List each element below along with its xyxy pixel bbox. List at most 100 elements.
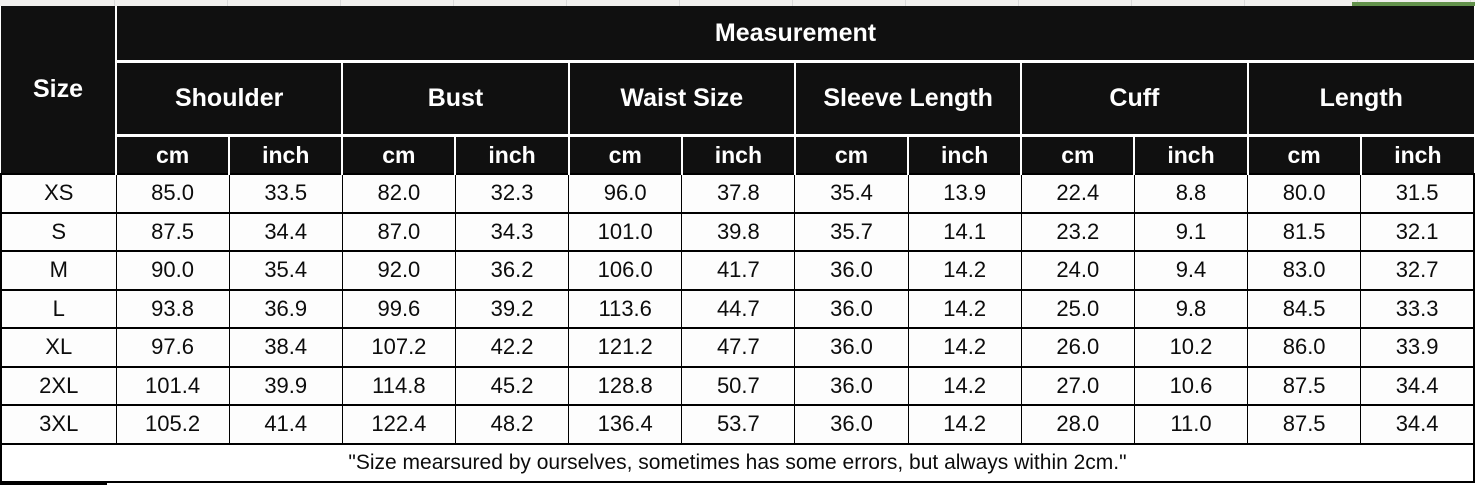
unit-header-bust-cm: cm xyxy=(341,134,456,174)
value-cell: 9.8 xyxy=(1133,288,1249,329)
value-cell: 14.2 xyxy=(907,365,1022,406)
table-row-xl: XL 97.6 38.4 107.2 42.2 121.2 47.7 36.0 … xyxy=(0,327,1475,368)
unit-header-length-cm: cm xyxy=(1246,134,1361,174)
value-cell: 101.0 xyxy=(568,211,683,252)
value-cell: 99.6 xyxy=(341,288,456,329)
value-cell: 41.7 xyxy=(681,250,796,291)
value-cell: 92.0 xyxy=(341,250,456,291)
value-cell: 34.4 xyxy=(1360,404,1475,445)
value-cell: 36.0 xyxy=(794,327,909,368)
value-cell: 38.4 xyxy=(228,327,343,368)
value-cell: 114.8 xyxy=(341,365,456,406)
size-cell: S xyxy=(0,211,117,252)
unit-header-waist-inch: inch xyxy=(680,134,795,174)
value-cell: 87.5 xyxy=(115,211,230,252)
value-cell: 32.3 xyxy=(454,173,570,214)
value-cell: 93.8 xyxy=(115,288,230,329)
unit-header-cuff-cm: cm xyxy=(1020,134,1135,174)
value-cell: 42.2 xyxy=(454,327,570,368)
size-cell: XL xyxy=(0,327,117,368)
value-cell: 85.0 xyxy=(115,173,230,214)
header-row-groups: Shoulder Bust Waist Size Sleeve Length C… xyxy=(1,60,1474,136)
value-cell: 14.2 xyxy=(907,404,1022,445)
value-cell: 33.9 xyxy=(1360,327,1475,368)
value-cell: 53.7 xyxy=(681,404,796,445)
value-cell: 36.0 xyxy=(794,365,909,406)
group-header-bust: Bust xyxy=(341,60,569,136)
value-cell: 87.0 xyxy=(341,211,456,252)
value-cell: 39.2 xyxy=(454,288,570,329)
value-cell: 14.2 xyxy=(907,327,1022,368)
value-cell: 83.0 xyxy=(1247,250,1362,291)
selection-accent-bar xyxy=(1352,2,1475,6)
group-header-cuff: Cuff xyxy=(1020,60,1248,136)
value-cell: 105.2 xyxy=(115,404,230,445)
unit-header-cuff-inch: inch xyxy=(1133,134,1248,174)
value-cell: 22.4 xyxy=(1020,173,1135,214)
spreadsheet-top-row xyxy=(0,0,1475,6)
value-cell: 101.4 xyxy=(115,365,230,406)
value-cell: 84.5 xyxy=(1247,288,1362,329)
size-disclaimer-note: "Size mearsured by ourselves, sometimes … xyxy=(0,442,1475,483)
value-cell: 28.0 xyxy=(1020,404,1135,445)
value-cell: 90.0 xyxy=(115,250,230,291)
value-cell: 37.8 xyxy=(681,173,796,214)
group-header-length: Length xyxy=(1246,60,1474,136)
value-cell: 35.4 xyxy=(228,250,343,291)
group-header-shoulder: Shoulder xyxy=(114,60,343,136)
value-cell: 113.6 xyxy=(568,288,683,329)
value-cell: 80.0 xyxy=(1247,173,1362,214)
value-cell: 35.7 xyxy=(794,211,909,252)
value-cell: 27.0 xyxy=(1020,365,1135,406)
value-cell: 35.4 xyxy=(794,173,909,214)
value-cell: 14.2 xyxy=(907,250,1022,291)
value-cell: 24.0 xyxy=(1020,250,1135,291)
table-row-xs: XS 85.0 33.5 82.0 32.3 96.0 37.8 35.4 13… xyxy=(0,173,1475,214)
value-cell: 10.6 xyxy=(1133,365,1249,406)
value-cell: 82.0 xyxy=(341,173,456,214)
value-cell: 36.0 xyxy=(794,250,909,291)
size-column-header: Size xyxy=(1,6,116,174)
value-cell: 107.2 xyxy=(341,327,456,368)
value-cell: 128.8 xyxy=(568,365,683,406)
value-cell: 39.9 xyxy=(228,365,343,406)
header-row-measurement: Size Measurement xyxy=(1,6,1474,174)
value-cell: 96.0 xyxy=(568,173,683,214)
unit-header-sleeve-inch: inch xyxy=(907,134,1022,174)
value-cell: 121.2 xyxy=(568,327,683,368)
group-header-waist-size: Waist Size xyxy=(567,60,795,136)
value-cell: 34.3 xyxy=(454,211,570,252)
value-cell: 39.8 xyxy=(681,211,796,252)
unit-header-shoulder-cm: cm xyxy=(114,134,230,174)
value-cell: 36.2 xyxy=(454,250,570,291)
value-cell: 44.7 xyxy=(681,288,796,329)
footer-row: "Size mearsured by ourselves, sometimes … xyxy=(0,442,1475,483)
header-row-units: cm inch cm inch cm inch cm inch cm inch … xyxy=(1,134,1474,174)
unit-header-bust-inch: inch xyxy=(454,134,569,174)
value-cell: 11.0 xyxy=(1133,404,1249,445)
unit-header-sleeve-cm: cm xyxy=(793,134,909,174)
value-cell: 9.4 xyxy=(1133,250,1249,291)
value-cell: 33.3 xyxy=(1360,288,1475,329)
value-cell: 25.0 xyxy=(1020,288,1135,329)
measurement-header: Measurement xyxy=(115,6,1474,62)
value-cell: 14.2 xyxy=(907,288,1022,329)
table-row-3xl: 3XL 105.2 41.4 122.4 48.2 136.4 53.7 36.… xyxy=(0,404,1475,445)
unit-header-shoulder-inch: inch xyxy=(228,134,343,174)
value-cell: 86.0 xyxy=(1247,327,1362,368)
value-cell: 87.5 xyxy=(1247,365,1362,406)
value-cell: 50.7 xyxy=(681,365,796,406)
size-measurement-table: Size Measurement Shoulder Bust Waist Siz… xyxy=(0,6,1475,483)
value-cell: 45.2 xyxy=(454,365,570,406)
value-cell: 41.4 xyxy=(228,404,343,445)
value-cell: 14.1 xyxy=(907,211,1022,252)
value-cell: 13.9 xyxy=(907,173,1022,214)
value-cell: 36.9 xyxy=(228,288,343,329)
value-cell: 97.6 xyxy=(115,327,230,368)
size-cell: M xyxy=(0,250,117,291)
size-cell: 2XL xyxy=(0,365,117,406)
value-cell: 32.1 xyxy=(1360,211,1475,252)
size-cell: L xyxy=(0,288,117,329)
unit-header-waist-cm: cm xyxy=(567,134,682,174)
group-header-sleeve-length: Sleeve Length xyxy=(793,60,1022,136)
